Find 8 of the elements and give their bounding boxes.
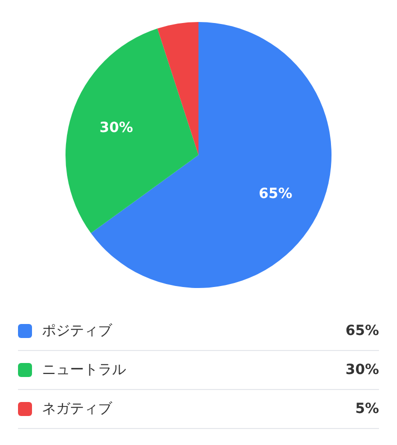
- text: 30%: [345, 362, 379, 378]
- legend-label: ポジティブ: [42, 322, 114, 340]
- legend-label: ネガティブ: [42, 400, 114, 418]
- data-label: 65%: [258, 186, 292, 202]
- legend-label: ニュートラル: [42, 361, 127, 379]
- data-label: 5%: [355, 401, 379, 417]
- data-label: 30%: [100, 120, 134, 136]
- text: 65%: [345, 323, 379, 339]
